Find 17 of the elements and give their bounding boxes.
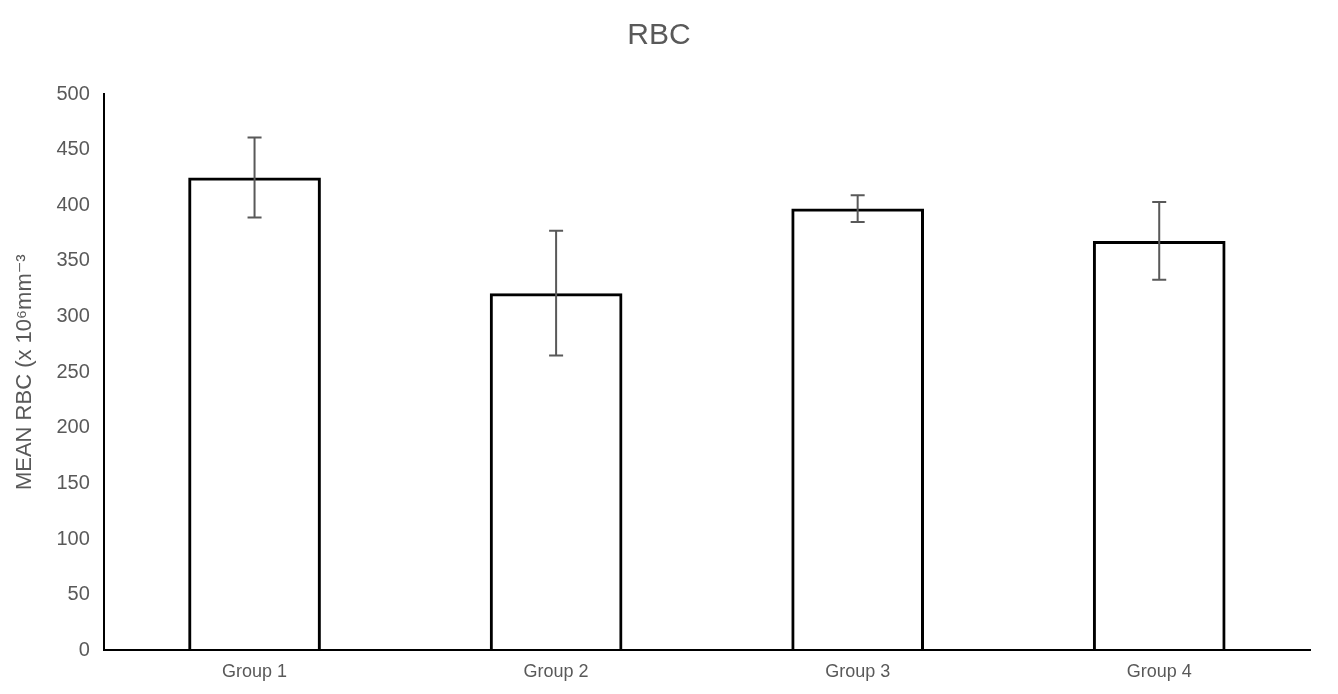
y-tick-label: 500 [56,81,90,104]
x-tick-label: Group 4 [1126,661,1192,682]
y-axis-title: MEAN RBC (x 10⁶mm⁻³ [11,254,37,491]
y-tick-label: 0 [78,637,90,660]
y-tick-label: 50 [67,582,90,605]
y-tick-label: 350 [56,248,90,271]
x-tick-label: Group 3 [825,661,891,682]
y-tick-label: 100 [56,526,90,549]
y-tick-label: 250 [56,359,90,382]
x-tick-label: Group 1 [222,661,288,682]
x-tick-label: Group 2 [523,661,589,682]
y-tick-label: 150 [56,471,90,493]
chart-title: RBC [627,17,691,51]
y-tick-label: 200 [56,415,90,438]
y-tick-label: 400 [56,192,90,215]
y-tick-label: 450 [56,137,90,160]
y-tick-label: 300 [56,304,90,327]
